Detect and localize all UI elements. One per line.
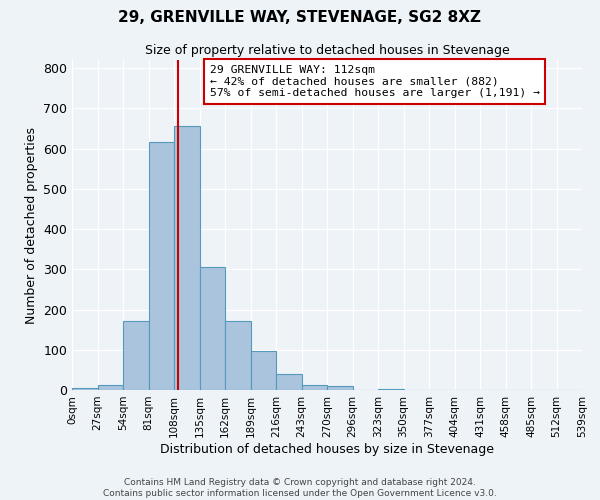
Bar	[225, 321, 251, 390]
Bar	[276, 374, 302, 390]
Bar	[72, 388, 97, 390]
Bar	[327, 386, 353, 390]
Bar	[149, 142, 174, 390]
Bar	[97, 385, 123, 390]
X-axis label: Distribution of detached houses by size in Stevenage: Distribution of detached houses by size …	[160, 442, 494, 456]
Bar	[302, 385, 327, 390]
Bar	[378, 389, 404, 390]
Bar	[174, 126, 199, 390]
Title: Size of property relative to detached houses in Stevenage: Size of property relative to detached ho…	[145, 44, 509, 58]
Bar	[199, 268, 225, 390]
Bar	[123, 321, 149, 390]
Bar	[251, 351, 276, 390]
Text: 29 GRENVILLE WAY: 112sqm
← 42% of detached houses are smaller (882)
57% of semi-: 29 GRENVILLE WAY: 112sqm ← 42% of detach…	[210, 65, 540, 98]
Text: 29, GRENVILLE WAY, STEVENAGE, SG2 8XZ: 29, GRENVILLE WAY, STEVENAGE, SG2 8XZ	[119, 10, 482, 25]
Y-axis label: Number of detached properties: Number of detached properties	[25, 126, 38, 324]
Text: Contains HM Land Registry data © Crown copyright and database right 2024.
Contai: Contains HM Land Registry data © Crown c…	[103, 478, 497, 498]
